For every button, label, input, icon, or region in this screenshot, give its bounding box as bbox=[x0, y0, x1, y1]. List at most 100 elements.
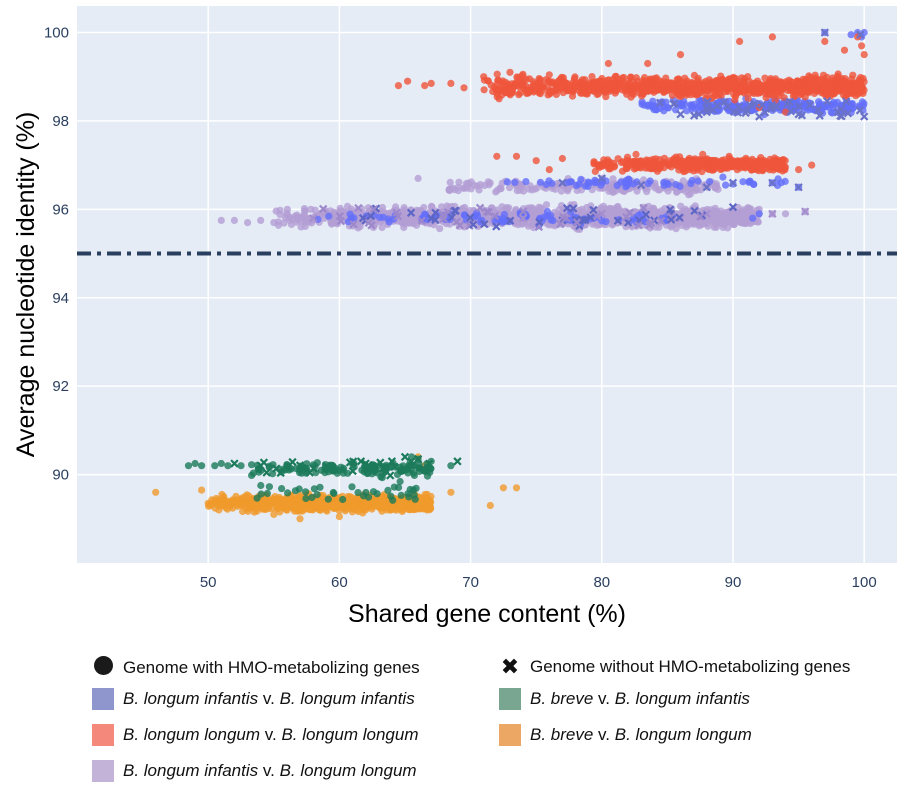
legend-item-breve-infantis: B. breve v. B. longum infantis bbox=[499, 688, 750, 710]
point-b-breve-v-b-longum-infantis bbox=[339, 495, 347, 504]
point-b-longum-longum-v-b-longum-longum bbox=[699, 150, 707, 158]
point-b-longum-infantis-v-b-longum-longum bbox=[754, 218, 762, 226]
cross-stroke bbox=[760, 108, 770, 117]
cross-stroke bbox=[675, 213, 684, 222]
point-b-longum-longum-v-b-longum-longum bbox=[545, 166, 553, 174]
legend-species-a: B. longum infantis bbox=[123, 761, 259, 780]
cross-stroke bbox=[702, 104, 711, 113]
cross-stroke bbox=[393, 212, 403, 221]
point-b-longum-infantis-v-b-longum-infantis bbox=[860, 28, 868, 37]
point-b-longum-infantis-v-b-longum-longum bbox=[726, 209, 734, 217]
cross-stroke bbox=[785, 97, 794, 107]
point-b-breve-v-b-longum-infantis bbox=[211, 462, 219, 470]
cross-stroke bbox=[562, 213, 571, 223]
point-b-longum-infantis-v-b-longum-infantis bbox=[536, 178, 545, 186]
point-b-longum-longum-v-b-longum-longum bbox=[515, 91, 523, 99]
cross-point bbox=[728, 178, 738, 188]
point-b-longum-infantis-v-b-longum-longum bbox=[685, 191, 693, 199]
point-b-longum-longum-v-b-longum-longum bbox=[560, 77, 569, 86]
point-b-breve-v-b-longum-infantis bbox=[397, 491, 405, 499]
point-b-longum-longum-v-b-longum-longum bbox=[607, 81, 616, 89]
point-b-breve-v-b-longum-infantis bbox=[447, 462, 455, 470]
cross-stroke bbox=[586, 213, 595, 222]
x-tick-label: 80 bbox=[593, 574, 610, 591]
cross-stroke bbox=[453, 457, 462, 466]
point-b-breve-v-b-longum-longum bbox=[296, 515, 304, 523]
point-b-longum-longum-v-b-longum-longum bbox=[821, 83, 829, 91]
point-b-breve-v-b-longum-longum bbox=[426, 501, 434, 509]
point-b-longum-longum-v-b-longum-longum bbox=[678, 157, 686, 166]
cross-point bbox=[322, 461, 331, 470]
point-b-longum-longum-v-b-longum-longum bbox=[586, 79, 594, 87]
cross-stroke bbox=[322, 461, 331, 470]
point-b-longum-longum-v-b-longum-longum bbox=[755, 157, 763, 165]
point-b-longum-longum-v-b-longum-longum bbox=[498, 87, 506, 95]
legend-species-b: B. longum infantis bbox=[614, 689, 750, 708]
cross-point bbox=[376, 458, 385, 467]
cross-point bbox=[518, 214, 528, 223]
cross-stroke bbox=[295, 461, 305, 470]
point-b-breve-v-b-longum-infantis bbox=[324, 495, 332, 503]
cross-stroke bbox=[713, 101, 722, 110]
cross-stroke bbox=[558, 178, 567, 188]
cross-point bbox=[556, 219, 565, 228]
point-b-breve-v-b-longum-infantis bbox=[248, 471, 256, 479]
cross-stroke bbox=[676, 110, 685, 119]
point-b-longum-longum-v-b-longum-longum bbox=[644, 164, 652, 172]
point-b-longum-longum-v-b-longum-longum bbox=[579, 85, 587, 93]
cross-point bbox=[713, 101, 722, 110]
cross-point bbox=[597, 209, 606, 218]
point-b-longum-infantis-v-b-longum-longum bbox=[606, 205, 614, 213]
point-b-breve-v-b-longum-longum bbox=[410, 506, 418, 514]
point-b-breve-v-b-longum-infantis bbox=[404, 490, 412, 498]
point-b-longum-infantis-v-b-longum-longum bbox=[298, 213, 306, 221]
point-b-longum-infantis-v-b-longum-longum bbox=[283, 211, 291, 219]
point-b-longum-infantis-v-b-longum-infantis bbox=[325, 212, 333, 220]
cross-stroke bbox=[860, 112, 869, 121]
cross-point bbox=[729, 107, 739, 116]
cross-point bbox=[675, 213, 684, 222]
cross-point bbox=[288, 457, 297, 467]
point-b-longum-longum-v-b-longum-longum bbox=[703, 163, 711, 171]
point-b-longum-infantis-v-b-longum-longum bbox=[301, 222, 309, 230]
cross-point bbox=[484, 207, 493, 217]
cross-stroke bbox=[837, 112, 846, 121]
point-b-longum-infantis-v-b-longum-infantis bbox=[774, 175, 782, 183]
cross-point bbox=[572, 218, 582, 227]
cross-stroke bbox=[634, 221, 643, 230]
point-b-longum-infantis-v-b-longum-infantis bbox=[511, 178, 519, 187]
point-b-breve-v-b-longum-infantis bbox=[373, 490, 381, 498]
point-b-longum-infantis-v-b-longum-longum bbox=[484, 178, 492, 186]
cross-point bbox=[490, 211, 499, 221]
point-b-longum-longum-v-b-longum-longum bbox=[820, 75, 828, 83]
cross-stroke bbox=[666, 213, 676, 222]
cross-stroke bbox=[743, 106, 752, 115]
x-tick-label: 70 bbox=[462, 574, 479, 591]
cross-point bbox=[505, 216, 515, 225]
point-b-longum-infantis-v-b-longum-infantis bbox=[613, 182, 621, 190]
cross-point bbox=[623, 218, 633, 227]
cross-point bbox=[768, 209, 777, 218]
point-b-longum-infantis-v-b-longum-infantis bbox=[749, 214, 757, 222]
cross-stroke bbox=[562, 203, 572, 213]
point-b-longum-longum-v-b-longum-longum bbox=[655, 163, 663, 171]
point-b-longum-longum-v-b-longum-longum bbox=[667, 85, 675, 93]
cross-stroke bbox=[690, 206, 699, 216]
point-b-breve-v-b-longum-infantis bbox=[354, 489, 362, 497]
cross-point bbox=[276, 468, 285, 478]
cross-stroke bbox=[492, 222, 501, 231]
point-b-longum-infantis-v-b-longum-longum bbox=[392, 203, 400, 211]
color-swatch bbox=[92, 724, 114, 746]
point-b-longum-longum-v-b-longum-longum bbox=[480, 86, 488, 94]
point-b-longum-infantis-v-b-longum-longum bbox=[400, 204, 408, 212]
point-b-breve-v-b-longum-longum bbox=[152, 488, 160, 496]
cross-stroke bbox=[490, 211, 499, 221]
cross-stroke bbox=[623, 218, 633, 227]
cross-point bbox=[406, 208, 416, 217]
point-b-longum-longum-v-b-longum-longum bbox=[629, 90, 638, 98]
point-b-longum-longum-v-b-longum-longum bbox=[757, 82, 765, 90]
point-b-longum-infantis-v-b-longum-longum bbox=[578, 205, 586, 213]
point-b-longum-infantis-v-b-longum-longum bbox=[492, 188, 500, 196]
point-b-breve-v-b-longum-infantis bbox=[358, 466, 366, 474]
point-b-longum-infantis-v-b-longum-longum bbox=[272, 207, 280, 215]
